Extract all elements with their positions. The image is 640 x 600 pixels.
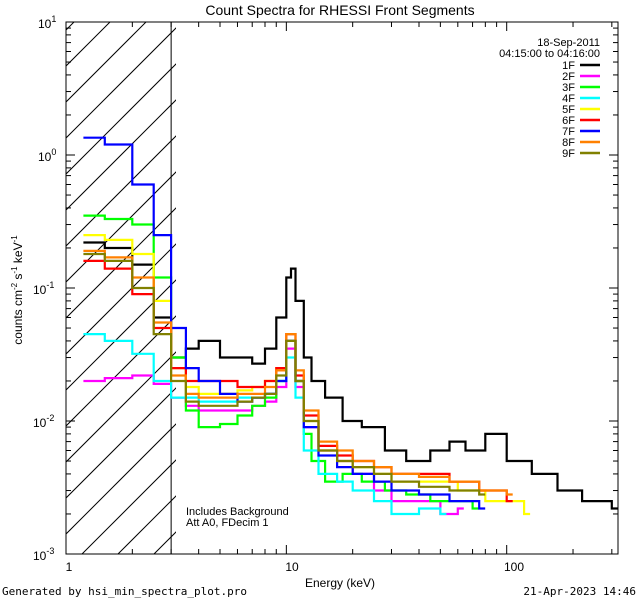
series-line-9f [83, 252, 486, 496]
series-line-1f [83, 241, 618, 510]
series-line-7f [83, 136, 486, 510]
x-tick-label-1: 1 [66, 560, 73, 574]
legend-time-range: 04:15:00 to 04:16:00 [499, 48, 600, 60]
legend: 18-Sep-2011 04:15:00 to 04:16:00 1F2F3F4… [499, 37, 600, 160]
hatch-line [66, 423, 176, 535]
y-tick-label-1e-3: 10-3 [33, 546, 54, 563]
hatch-line [66, 63, 176, 175]
x-tick-label-10: 10 [285, 560, 299, 574]
y-tick-label-1e1: 101 [38, 14, 56, 31]
legend-label-3f: 3F [562, 82, 575, 94]
legend-label-8f: 8F [562, 137, 575, 149]
series-line-2f [83, 347, 464, 516]
hatch-line [66, 387, 176, 499]
y-tick-label-1e-2: 10-2 [33, 413, 54, 430]
series-group [83, 136, 618, 516]
hatch-line [66, 22, 147, 103]
hatch-line [66, 351, 176, 463]
hatch-line [66, 315, 176, 427]
footer-timestamp: 21-Apr-2023 14:46 [523, 585, 636, 598]
legend-label-5f: 5F [562, 104, 575, 116]
legend-label-2f: 2F [562, 71, 575, 83]
series-line-3f [83, 214, 479, 510]
y-tick-label-1e0: 100 [38, 147, 56, 164]
axis-ticks [65, 21, 618, 555]
hatch-line [66, 279, 176, 391]
legend-label-1f: 1F [562, 60, 575, 72]
legend-label-9f: 9F [562, 148, 575, 160]
legend-label-7f: 7F [562, 126, 575, 138]
hatch-line [0, 0, 66, 554]
chart-title: Count Spectra for RHESSI Front Segments [205, 2, 474, 18]
legend-label-6f: 6F [562, 115, 575, 127]
hatch-line [66, 171, 176, 283]
hatch-line [66, 243, 176, 355]
hatch-line [66, 27, 176, 139]
legend-date: 18-Sep-2011 [537, 37, 600, 49]
annotation-attenuator: Att A0, FDecim 1 [186, 517, 269, 529]
x-axis-label: Energy (keV) [305, 576, 375, 590]
annotation-background: Includes Background [186, 506, 289, 518]
hatch-line [66, 207, 176, 319]
legend-label-4f: 4F [562, 93, 575, 105]
y-axis-label: counts cm-2 s-1 keV-1 [10, 235, 25, 345]
x-tick-label-100: 100 [504, 560, 524, 574]
footer-generator: Generated by hsi_min_spectra_plot.pro [2, 585, 248, 598]
hatched-region [0, 0, 176, 554]
y-tick-label-1e-1: 10-1 [33, 280, 54, 297]
hatch-line [81, 459, 176, 554]
